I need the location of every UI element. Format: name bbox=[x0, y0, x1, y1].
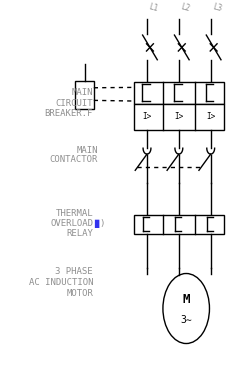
Text: I>: I> bbox=[206, 112, 215, 121]
Text: CIRCUIT: CIRCUIT bbox=[55, 99, 93, 108]
Text: MAIN: MAIN bbox=[76, 145, 98, 154]
Text: I>: I> bbox=[174, 112, 184, 121]
Text: █: █ bbox=[94, 219, 99, 228]
Text: BREAKER.F: BREAKER.F bbox=[45, 109, 93, 118]
Bar bbox=[134, 82, 224, 104]
Text: MOTOR: MOTOR bbox=[66, 289, 93, 298]
Text: AC INDUCTION: AC INDUCTION bbox=[29, 278, 93, 287]
Bar bbox=[134, 104, 224, 130]
Text: THERMAL: THERMAL bbox=[55, 209, 93, 218]
Text: CONTACTOR: CONTACTOR bbox=[50, 155, 98, 164]
Text: 3 PHASE: 3 PHASE bbox=[55, 267, 93, 276]
Bar bbox=[75, 81, 94, 109]
Text: L1: L1 bbox=[148, 2, 159, 13]
Text: ): ) bbox=[99, 219, 105, 228]
Bar bbox=[134, 214, 224, 234]
Text: I>: I> bbox=[142, 112, 152, 121]
Text: L3: L3 bbox=[212, 2, 223, 13]
Text: RELAY: RELAY bbox=[66, 229, 93, 238]
Text: MAIN: MAIN bbox=[72, 88, 93, 97]
Text: L2: L2 bbox=[180, 2, 191, 13]
Text: OVERLOAD: OVERLOAD bbox=[50, 219, 93, 228]
Text: 3∼: 3∼ bbox=[180, 314, 192, 325]
Text: M: M bbox=[183, 293, 190, 306]
